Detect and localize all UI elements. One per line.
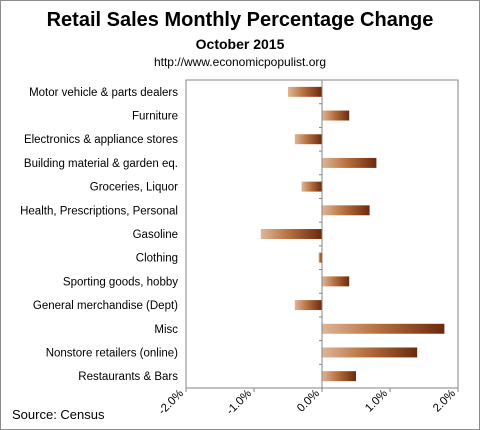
category-label: Gasoline: [133, 229, 178, 241]
category-label: Electronics & appliance stores: [24, 134, 178, 146]
bar-4: [301, 181, 322, 192]
chart-title: Retail Sales Monthly Percentage Change: [46, 9, 434, 31]
x-tick-label: -1.0%: [224, 388, 254, 418]
category-label: Motor vehicle & parts dealers: [29, 87, 178, 99]
chart-subtitle: October 2015: [195, 36, 285, 52]
category-label: Groceries, Liquor: [90, 182, 178, 194]
bar-9: [294, 300, 322, 311]
category-label: Sporting goods, hobby: [63, 276, 178, 288]
bar-11: [322, 347, 418, 358]
bar-8: [322, 276, 350, 287]
bar-0: [288, 86, 322, 97]
bar-5: [322, 205, 370, 216]
x-tick-label: 1.0%: [363, 388, 390, 415]
category-label: Misc: [154, 324, 178, 336]
bar-7: [318, 252, 322, 263]
bar-3: [322, 157, 377, 168]
category-label: Nonstore retailers (online): [46, 347, 178, 359]
category-label: Furniture: [132, 111, 178, 123]
source-url: http://www.economicpopulist.org: [153, 55, 327, 69]
bar-6: [260, 229, 322, 239]
category-label: General merchandise (Dept): [33, 300, 178, 312]
category-label: Health, Prescriptions, Personal: [20, 205, 178, 217]
bar-1: [322, 110, 350, 121]
bar-2: [294, 134, 322, 145]
bar-10: [322, 323, 445, 334]
source-note: Source: Census: [12, 407, 105, 422]
x-tick-label: -2.0%: [156, 388, 186, 418]
category-label: Clothing: [136, 253, 178, 265]
bar-12: [322, 371, 356, 382]
category-label: Restaurants & Bars: [78, 371, 178, 383]
x-tick-label: 0.0%: [295, 388, 322, 415]
x-tick-label: 2.0%: [431, 388, 458, 415]
category-label: Building material & garden eq.: [24, 158, 178, 170]
